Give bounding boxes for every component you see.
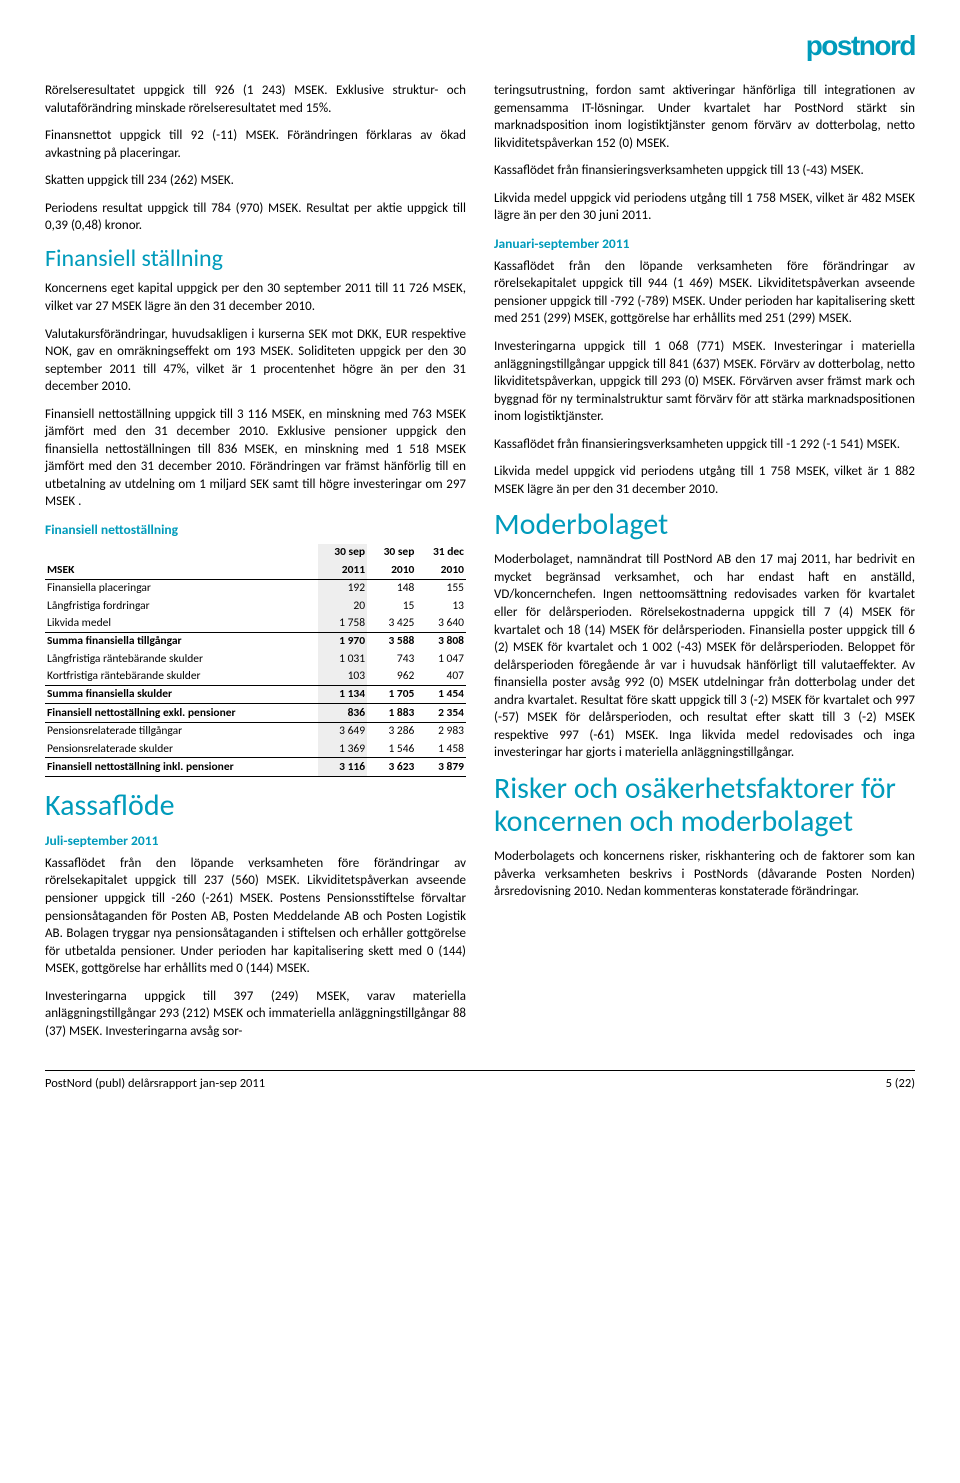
header-logo-row: postnord — [45, 30, 915, 62]
finansiell-nettostallning-table: 30 sep 30 sep 31 dec MSEK 2011 2010 2010… — [45, 544, 466, 777]
brand-logo: postnord — [806, 30, 915, 62]
table-cell: 962 — [367, 668, 416, 686]
body-text: Investeringarna uppgick till 397 (249) M… — [45, 988, 466, 1041]
body-text: Rörelseresultatet uppgick till 926 (1 24… — [45, 82, 466, 117]
table-col-header: 30 sep — [367, 544, 416, 561]
footer-divider — [45, 1070, 915, 1071]
subheading-juli-september: Juli-september 2011 — [45, 832, 466, 849]
body-text: Moderbolaget, namnändrat till PostNord A… — [494, 551, 915, 762]
section-heading-risker: Risker och osäkerhetsfaktorer för koncer… — [494, 772, 915, 838]
table-cell: 3 286 — [367, 722, 416, 740]
table-cell: Finansiell nettoställning exkl. pensione… — [45, 704, 318, 722]
table-cell: 15 — [367, 597, 416, 614]
table-cell: Summa finansiella skulder — [45, 685, 318, 703]
table-sum-row: Summa finansiella skulder 1 134 1 705 1 … — [45, 685, 466, 703]
table-col-header: MSEK — [45, 561, 318, 579]
table-cell: 1 758 — [318, 614, 367, 632]
table-header-row-2: MSEK 2011 2010 2010 — [45, 561, 466, 579]
table-row: Långfristiga fordringar 20 15 13 — [45, 597, 466, 614]
table-row: Pensionsrelaterade skulder 1 369 1 546 1… — [45, 740, 466, 758]
table-cell: 2 354 — [416, 704, 466, 722]
table-cell: Likvida medel — [45, 614, 318, 632]
table-cell: Pensionsrelaterade tillgångar — [45, 722, 318, 740]
body-text: Periodens resultat uppgick till 784 (970… — [45, 200, 466, 235]
footer-left: PostNord (publ) delårsrapport jan-sep 20… — [45, 1076, 265, 1091]
table-cell: 407 — [416, 668, 466, 686]
table-cell: 836 — [318, 704, 367, 722]
table-cell: Finansiell nettoställning inkl. pensione… — [45, 758, 318, 776]
table-cell: 148 — [367, 579, 416, 597]
table-col-header: 2010 — [367, 561, 416, 579]
table-cell: 1 031 — [318, 650, 367, 667]
table-col-header: 2011 — [318, 561, 367, 579]
table-cell: 13 — [416, 597, 466, 614]
table-sum-row: Summa finansiella tillgångar 1 970 3 588… — [45, 632, 466, 650]
body-text: Koncernens eget kapital uppgick per den … — [45, 280, 466, 315]
table-cell: Pensionsrelaterade skulder — [45, 740, 318, 758]
body-text: Kassaflödet från finansieringsverksamhet… — [494, 436, 915, 454]
right-column: teringsutrustning, fordon samt aktiverin… — [494, 82, 915, 1050]
table-cell: 3 879 — [416, 758, 466, 776]
body-text: Likvida medel uppgick vid periodens utgå… — [494, 463, 915, 498]
table-cell: 1 883 — [367, 704, 416, 722]
table-cell: Långfristiga räntebärande skulder — [45, 650, 318, 667]
table-row: Finansiella placeringar 192 148 155 — [45, 579, 466, 597]
table-cell: 1 970 — [318, 632, 367, 650]
table-cell: Kortfristiga räntebärande skulder — [45, 668, 318, 686]
table-cell: 2 983 — [416, 722, 466, 740]
table-row: Pensionsrelaterade tillgångar 3 649 3 28… — [45, 722, 466, 740]
table-cell: 3 808 — [416, 632, 466, 650]
table-row: Långfristiga räntebärande skulder 1 031 … — [45, 650, 466, 667]
table-cell: 743 — [367, 650, 416, 667]
subheading-januari-september: Januari-september 2011 — [494, 235, 915, 252]
table-cell: 1 047 — [416, 650, 466, 667]
table-row: Likvida medel 1 758 3 425 3 640 — [45, 614, 466, 632]
table-cell: Summa finansiella tillgångar — [45, 632, 318, 650]
footer-right: 5 (22) — [886, 1076, 915, 1091]
body-text: Valutakursförändringar, huvudsakligen i … — [45, 326, 466, 396]
table-cell: 20 — [318, 597, 367, 614]
table-header-row-1: 30 sep 30 sep 31 dec — [45, 544, 466, 561]
body-text: Kassaflödet från den löpande verksamhete… — [45, 855, 466, 978]
section-heading-kassaflode: Kassaflöde — [45, 789, 466, 822]
table-col-header: 31 dec — [416, 544, 466, 561]
body-text: Likvida medel uppgick vid periodens utgå… — [494, 190, 915, 225]
table-cell: 3 588 — [367, 632, 416, 650]
table-cell: 1 705 — [367, 685, 416, 703]
table-col-header: 30 sep — [318, 544, 367, 561]
table-cell: 3 425 — [367, 614, 416, 632]
body-text: teringsutrustning, fordon samt aktiverin… — [494, 82, 915, 152]
page-footer: PostNord (publ) delårsrapport jan-sep 20… — [45, 1076, 915, 1091]
table-cell: 1 369 — [318, 740, 367, 758]
table-cell: 103 — [318, 668, 367, 686]
table-sum-row: Finansiell nettoställning inkl. pensione… — [45, 758, 466, 776]
table-cell: 3 649 — [318, 722, 367, 740]
table-cell: 3 116 — [318, 758, 367, 776]
table-cell: 192 — [318, 579, 367, 597]
table-cell: Finansiella placeringar — [45, 579, 318, 597]
section-heading-finansiell-stallning: Finansiell ställning — [45, 245, 466, 273]
body-text: Finansiell nettoställning uppgick till 3… — [45, 406, 466, 511]
body-text: Skatten uppgick till 234 (262) MSEK. — [45, 172, 466, 190]
section-heading-moderbolaget: Moderbolaget — [494, 508, 915, 541]
table-cell: Långfristiga fordringar — [45, 597, 318, 614]
body-text: Finansnettot uppgick till 92 (-11) MSEK.… — [45, 127, 466, 162]
subheading-finansiell-nettostallning: Finansiell nettoställning — [45, 521, 466, 538]
body-text: Kassaflödet från finansieringsverksamhet… — [494, 162, 915, 180]
table-cell: 1 454 — [416, 685, 466, 703]
table-cell: 3 640 — [416, 614, 466, 632]
left-column: Rörelseresultatet uppgick till 926 (1 24… — [45, 82, 466, 1050]
table-cell: 1 458 — [416, 740, 466, 758]
table-cell: 1 134 — [318, 685, 367, 703]
table-sum-row: Finansiell nettoställning exkl. pensione… — [45, 704, 466, 722]
table-cell: 3 623 — [367, 758, 416, 776]
body-text: Moderbolagets och koncernens risker, ris… — [494, 848, 915, 901]
two-column-layout: Rörelseresultatet uppgick till 926 (1 24… — [45, 82, 915, 1050]
table-cell: 155 — [416, 579, 466, 597]
table-cell: 1 546 — [367, 740, 416, 758]
body-text: Investeringarna uppgick till 1 068 (771)… — [494, 338, 915, 426]
table-col-header: 2010 — [416, 561, 466, 579]
table-row: Kortfristiga räntebärande skulder 103 96… — [45, 668, 466, 686]
body-text: Kassaflödet från den löpande verksamhete… — [494, 258, 915, 328]
